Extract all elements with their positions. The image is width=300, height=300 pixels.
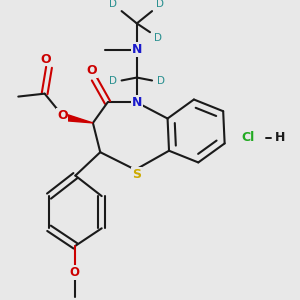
Text: N: N [132,43,142,56]
Text: N: N [132,96,142,109]
Text: D: D [157,76,165,86]
Polygon shape [63,114,93,123]
Text: D: D [156,0,164,9]
Text: S: S [132,168,141,181]
Text: O: O [69,266,79,279]
Text: D: D [154,33,162,43]
Text: O: O [86,64,97,77]
Text: H: H [275,131,285,144]
Text: D: D [109,76,117,86]
Text: O: O [41,52,51,66]
Text: D: D [110,0,117,9]
Text: Cl: Cl [242,131,255,144]
Text: O: O [57,109,68,122]
